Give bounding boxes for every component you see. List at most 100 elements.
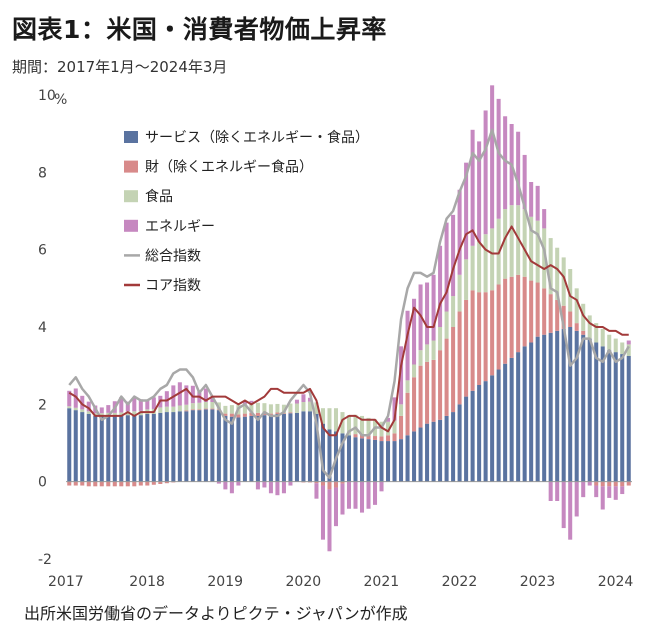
bar-segment-0 xyxy=(177,411,182,482)
bar-segment-1 xyxy=(496,284,501,370)
bar-segment-2 xyxy=(613,338,618,353)
bar-segment-0 xyxy=(242,416,247,482)
bar-segment-0 xyxy=(594,342,599,482)
bar-segment-1 xyxy=(548,294,553,333)
y-tick-label: 0 xyxy=(38,475,47,491)
bar-segment-1 xyxy=(522,276,527,347)
bar-segment-2 xyxy=(327,408,332,430)
bar-segment-2 xyxy=(112,412,117,416)
bar-segment-3 xyxy=(145,399,150,410)
bar-segment-0 xyxy=(67,408,72,482)
bar-segment-0 xyxy=(457,404,462,482)
bar-segment-0 xyxy=(171,412,176,482)
bar-segment-1 xyxy=(561,305,566,329)
bar-segment-1 xyxy=(268,413,273,416)
bar-segment-2 xyxy=(262,403,267,413)
bar-segment-0 xyxy=(210,409,215,482)
bar-segment-3 xyxy=(203,388,208,403)
bar-segment-0 xyxy=(359,438,365,482)
bar-segment-0 xyxy=(581,334,586,482)
bar-segment-2 xyxy=(184,404,189,411)
bar-segment-2 xyxy=(177,405,182,412)
bar-segment-2 xyxy=(529,216,534,281)
bar-segment-3 xyxy=(574,481,579,517)
bar-segment-1 xyxy=(99,481,104,487)
bar-segment-0 xyxy=(373,439,378,482)
bar-segment-0 xyxy=(93,415,98,482)
bar-segment-2 xyxy=(561,257,566,306)
bar-segment-0 xyxy=(366,439,371,482)
bar-segment-3 xyxy=(373,481,378,505)
bar-segment-3 xyxy=(132,397,137,412)
bar-segment-0 xyxy=(320,423,325,482)
bar-segment-1 xyxy=(125,481,130,487)
bar-segment-0 xyxy=(73,410,78,482)
bar-segment-3 xyxy=(490,85,495,229)
bar-segment-2 xyxy=(86,411,91,414)
bar-segment-2 xyxy=(522,209,527,277)
bar-segment-1 xyxy=(620,481,625,487)
bar-segment-2 xyxy=(190,403,195,410)
bar-segment-1 xyxy=(210,408,215,410)
bar-segment-1 xyxy=(425,361,430,424)
bar-segment-1 xyxy=(73,481,78,486)
bar-segment-1 xyxy=(93,481,98,487)
bar-segment-0 xyxy=(197,410,202,482)
bar-segment-0 xyxy=(568,327,573,482)
bar-segment-3 xyxy=(568,481,573,540)
bar-segment-2 xyxy=(203,402,208,409)
bar-segment-2 xyxy=(444,311,449,339)
bar-segment-2 xyxy=(412,364,417,378)
bar-segment-1 xyxy=(412,377,417,432)
bar-segment-3 xyxy=(216,481,221,484)
bar-segment-0 xyxy=(483,381,488,482)
bar-segment-0 xyxy=(405,435,410,482)
bar-segment-0 xyxy=(613,352,618,482)
bar-segment-3 xyxy=(542,209,547,229)
bar-segment-0 xyxy=(125,415,130,482)
bar-segment-3 xyxy=(151,397,156,409)
bar-segment-3 xyxy=(236,481,241,486)
bar-segment-2 xyxy=(255,402,260,413)
bar-segment-1 xyxy=(535,282,540,337)
bar-segment-2 xyxy=(320,408,325,424)
bar-segment-1 xyxy=(164,481,169,484)
bar-segment-0 xyxy=(164,412,169,482)
bar-segment-3 xyxy=(320,485,325,540)
bar-segment-0 xyxy=(275,414,280,482)
bar-segment-0 xyxy=(496,369,501,482)
bar-segment-3 xyxy=(229,481,234,494)
bar-segment-2 xyxy=(607,334,612,351)
bar-segment-2 xyxy=(197,402,202,410)
bar-segment-3 xyxy=(119,396,124,413)
bar-segment-2 xyxy=(477,241,482,293)
bar-segment-0 xyxy=(626,356,631,482)
bar-segment-1 xyxy=(529,280,534,343)
bar-segment-2 xyxy=(568,269,573,312)
bar-segment-2 xyxy=(626,344,631,356)
bar-segment-0 xyxy=(281,414,286,482)
bar-segment-2 xyxy=(542,228,547,289)
bar-segment-0 xyxy=(255,415,260,482)
page-title: 図表1：米国・消費者物価上昇率 xyxy=(12,15,387,44)
bar-segment-3 xyxy=(555,481,560,501)
bar-segment-0 xyxy=(346,435,352,482)
y-tick-label: 8 xyxy=(38,165,47,181)
bar-segment-3 xyxy=(496,98,501,219)
bar-segment-1 xyxy=(197,409,202,411)
bar-segment-2 xyxy=(281,404,286,414)
bar-segment-0 xyxy=(535,336,540,482)
bar-segment-1 xyxy=(594,481,599,486)
bar-segment-1 xyxy=(353,434,358,438)
bar-segment-3 xyxy=(249,400,254,403)
bar-segment-0 xyxy=(477,385,482,482)
bar-segment-3 xyxy=(529,182,534,217)
line-layer xyxy=(68,128,630,480)
bar-segment-3 xyxy=(405,310,410,381)
bar-segment-2 xyxy=(581,303,586,331)
bar-segment-0 xyxy=(529,342,534,482)
bar-segment-1 xyxy=(386,435,391,442)
bar-segment-0 xyxy=(503,363,508,482)
bar-segment-0 xyxy=(249,415,254,482)
bar-segment-1 xyxy=(581,330,586,335)
